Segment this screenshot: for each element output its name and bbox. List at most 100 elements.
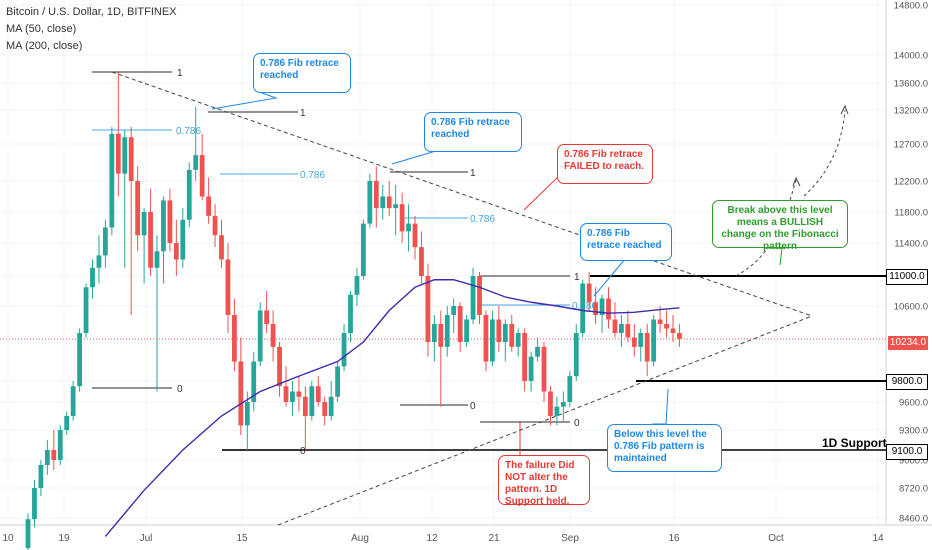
candle-body: [161, 200, 166, 252]
fib-786-label: 0.786: [300, 170, 325, 181]
candle-body: [373, 181, 379, 209]
projection-arrow-1: [792, 176, 801, 187]
candle-body: [586, 283, 592, 303]
y-tick-label: 11400.0: [894, 239, 928, 250]
candle-body: [296, 391, 302, 397]
candle-body: [548, 391, 553, 416]
fib-anchor-label: 0: [470, 401, 476, 412]
x-tick-label: Sep: [561, 533, 579, 544]
candle-body: [593, 302, 598, 315]
x-tick-label: 16: [668, 533, 680, 544]
candle-body: [115, 133, 121, 174]
candle-body: [141, 212, 147, 236]
candle-body: [148, 212, 153, 268]
candle-body: [257, 310, 263, 362]
candle-body: [380, 196, 386, 209]
candle-body: [128, 137, 134, 181]
candle-body: [541, 346, 547, 392]
candle-body: [122, 137, 128, 174]
candle-body: [302, 396, 308, 416]
fib-anchor-label: 1: [300, 108, 306, 119]
projection-path-2: [803, 109, 846, 197]
ma50-line: [104, 279, 680, 537]
candle-body: [393, 204, 399, 209]
candle-body: [290, 391, 295, 402]
y-tick-label: 11800.0: [894, 208, 928, 219]
y-tick-label: 12200.0: [894, 177, 928, 188]
candle-body: [232, 315, 237, 362]
y-tick-label: 12700.0: [894, 140, 928, 151]
descending-trendline: [111, 71, 813, 317]
fib-anchor-label: 0: [300, 446, 306, 457]
candle-body: [96, 255, 102, 268]
candle-body: [677, 333, 682, 339]
candle-body: [135, 181, 141, 236]
candle-body: [90, 267, 95, 288]
x-tick-label: Jul: [140, 533, 153, 544]
candle-body: [451, 306, 457, 315]
candle-body: [77, 333, 82, 387]
y-tick-label: 13200.0: [894, 106, 928, 117]
projection-arrow-2: [840, 104, 849, 115]
candle-body: [664, 324, 669, 329]
symbol-title: Bitcoin / U.S. Dollar, 1D, BITFINEX: [6, 6, 177, 18]
candle-body: [399, 204, 405, 232]
candle-body: [619, 324, 624, 333]
annotation-fib-reached-3: 0.786 Fib retrace reached: [580, 223, 672, 261]
candle-body: [167, 200, 173, 243]
candle-body: [51, 450, 57, 460]
candle-body: [328, 396, 334, 416]
candle-body: [644, 333, 650, 362]
candle-body: [277, 346, 282, 387]
x-tick-label: 21: [488, 533, 500, 544]
candle-body: [186, 169, 192, 220]
candle-body: [193, 155, 199, 170]
candle-body: [199, 155, 205, 197]
candle-body: [322, 402, 328, 416]
candle-body: [444, 315, 450, 347]
candle-body: [173, 243, 179, 260]
candle-body: [606, 298, 611, 320]
fib-786-label: 0.786: [470, 214, 495, 225]
fib-anchor-label: 0: [574, 418, 580, 429]
candle-body: [496, 319, 502, 342]
candle-body: [431, 324, 437, 342]
fib-anchor-label: 1: [470, 168, 476, 179]
candle-body: [154, 251, 160, 268]
candle-body: [335, 366, 340, 397]
candle-body: [70, 386, 76, 416]
pointer-break-above: [768, 247, 783, 266]
candle-body: [32, 488, 37, 520]
candle-body: [341, 333, 347, 367]
y-tick-label: 8720.0: [899, 484, 928, 495]
candle-body: [483, 315, 489, 362]
candle-body: [219, 235, 224, 260]
candle-body: [64, 416, 70, 430]
annotation-fib-reached-2: 0.786 Fib retrace reached: [424, 112, 522, 152]
candle-body: [535, 346, 540, 357]
price-tag-current: 10234.0: [888, 336, 928, 350]
ma200-legend: MA (200, close): [6, 40, 83, 52]
y-tick-label: 13600.0: [894, 79, 928, 90]
price-tag-support: 9100.0: [886, 444, 928, 460]
x-tick-label: 15: [236, 533, 248, 544]
candle-body: [386, 196, 392, 209]
fib-anchor-label: 1: [574, 272, 580, 283]
candle-body: [57, 430, 63, 460]
candle-body: [522, 333, 528, 381]
candle-body: [206, 196, 211, 216]
y-tick-label: 9300.0: [899, 426, 928, 437]
candle-body: [573, 333, 579, 377]
candle-body: [25, 519, 31, 548]
candle-body: [580, 283, 586, 333]
candle-body: [361, 223, 366, 276]
annotation-break-above: Break above this level means a BULLISH c…: [712, 200, 848, 252]
candle-body: [625, 324, 631, 338]
pointer-below-level: [652, 388, 669, 425]
annotation-fib-failed: 0.786 Fib retrace FAILED to reach.: [557, 144, 653, 184]
y-tick-label: 14800.0: [894, 1, 928, 12]
fib-786-label: 0.786: [176, 126, 201, 137]
price-tag-resistance: 11000.0: [886, 269, 928, 285]
candle-body: [638, 333, 644, 347]
